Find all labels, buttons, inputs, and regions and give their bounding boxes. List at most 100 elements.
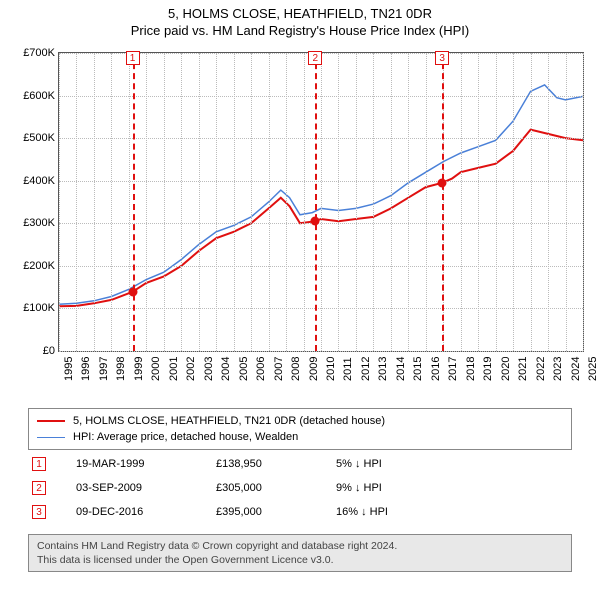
x-axis-label: 2004 xyxy=(220,357,232,381)
event-number-badge: 3 xyxy=(32,505,46,519)
gridline-vertical xyxy=(321,53,322,351)
x-axis-label: 2008 xyxy=(290,357,302,381)
x-axis-label: 2011 xyxy=(342,357,354,381)
gridline-vertical xyxy=(338,53,339,351)
x-axis-label: 2020 xyxy=(500,357,512,381)
events-table: 1 19-MAR-1999£138,9505% ↓ HPI 2 03-SEP-2009… xyxy=(28,452,572,524)
event-date: 19-MAR-1999 xyxy=(76,458,216,470)
y-axis-label: £700K xyxy=(9,47,55,59)
x-axis-label: 2018 xyxy=(465,357,477,381)
gridline-vertical xyxy=(408,53,409,351)
gridline-horizontal xyxy=(59,351,583,352)
x-axis-label: 2000 xyxy=(150,357,162,381)
chart-container: 5, HOLMS CLOSE, HEATHFIELD, TN21 0DR Pri… xyxy=(0,0,600,590)
title-line2: Price paid vs. HM Land Registry's House … xyxy=(0,23,600,38)
x-axis-label: 2017 xyxy=(447,357,459,381)
event-marker-label: 2 xyxy=(308,51,322,65)
gridline-vertical xyxy=(373,53,374,351)
event-price: £395,000 xyxy=(216,506,336,518)
gridline-vertical xyxy=(129,53,130,351)
gridline-vertical xyxy=(251,53,252,351)
x-axis-label: 1998 xyxy=(115,357,127,381)
legend-item: 5, HOLMS CLOSE, HEATHFIELD, TN21 0DR (de… xyxy=(37,413,563,429)
title-block: 5, HOLMS CLOSE, HEATHFIELD, TN21 0DR Pri… xyxy=(0,0,600,38)
event-marker-dot xyxy=(438,178,447,187)
title-line1: 5, HOLMS CLOSE, HEATHFIELD, TN21 0DR xyxy=(0,6,600,21)
x-axis-label: 2009 xyxy=(308,357,320,381)
event-marker-dot xyxy=(311,217,320,226)
gridline-vertical xyxy=(216,53,217,351)
x-axis-label: 2019 xyxy=(482,357,494,381)
event-number-badge: 2 xyxy=(32,481,46,495)
event-hpi-delta: 5% ↓ HPI xyxy=(336,458,456,470)
gridline-vertical xyxy=(391,53,392,351)
gridline-vertical xyxy=(496,53,497,351)
gridline-vertical xyxy=(59,53,60,351)
x-axis-label: 2021 xyxy=(517,357,529,381)
y-axis-label: £0 xyxy=(9,345,55,357)
event-hpi-delta: 9% ↓ HPI xyxy=(336,482,456,494)
gridline-vertical xyxy=(513,53,514,351)
event-marker-line xyxy=(315,53,317,351)
footer-line2: This data is licensed under the Open Gov… xyxy=(37,553,563,567)
x-axis-label: 2022 xyxy=(535,357,547,381)
events-table-row: 2 03-SEP-2009£305,0009% ↓ HPI xyxy=(28,476,572,500)
legend: 5, HOLMS CLOSE, HEATHFIELD, TN21 0DR (de… xyxy=(28,408,572,450)
x-axis-label: 1999 xyxy=(133,357,145,381)
y-axis-label: £500K xyxy=(9,132,55,144)
gridline-vertical xyxy=(199,53,200,351)
gridline-vertical xyxy=(548,53,549,351)
gridline-vertical xyxy=(478,53,479,351)
gridline-vertical xyxy=(286,53,287,351)
x-axis-label: 2016 xyxy=(430,357,442,381)
x-axis-label: 1995 xyxy=(63,357,75,381)
gridline-vertical xyxy=(181,53,182,351)
event-hpi-delta: 16% ↓ HPI xyxy=(336,506,456,518)
chart-area: £0 £100K £200K £300K £400K £500K £600K £700K 199… xyxy=(8,48,592,398)
x-axis-label: 2001 xyxy=(168,357,180,381)
x-axis-label: 2024 xyxy=(570,357,582,381)
x-axis-label: 2010 xyxy=(325,357,337,381)
x-axis-label: 2023 xyxy=(552,357,564,381)
x-axis-label: 2007 xyxy=(273,357,285,381)
x-axis-label: 1997 xyxy=(98,357,110,381)
gridline-vertical xyxy=(164,53,165,351)
legend-label: 5, HOLMS CLOSE, HEATHFIELD, TN21 0DR (de… xyxy=(73,415,385,427)
gridline-vertical xyxy=(269,53,270,351)
y-axis-label: £600K xyxy=(9,90,55,102)
event-marker-line xyxy=(133,53,135,351)
gridline-vertical xyxy=(426,53,427,351)
gridline-vertical xyxy=(234,53,235,351)
events-table-row: 3 09-DEC-2016£395,00016% ↓ HPI xyxy=(28,500,572,524)
gridline-vertical xyxy=(531,53,532,351)
event-date: 09-DEC-2016 xyxy=(76,506,216,518)
x-axis-label: 2002 xyxy=(185,357,197,381)
footer-attribution: Contains HM Land Registry data © Crown c… xyxy=(28,534,572,572)
gridline-vertical xyxy=(76,53,77,351)
legend-swatch xyxy=(37,420,65,422)
y-axis-label: £100K xyxy=(9,302,55,314)
event-date: 03-SEP-2009 xyxy=(76,482,216,494)
x-axis-label: 2003 xyxy=(203,357,215,381)
legend-swatch xyxy=(37,437,65,438)
event-price: £305,000 xyxy=(216,482,336,494)
gridline-vertical xyxy=(146,53,147,351)
gridline-vertical xyxy=(583,53,584,351)
x-axis-label: 2014 xyxy=(395,357,407,381)
y-axis-label: £400K xyxy=(9,175,55,187)
legend-label: HPI: Average price, detached house, Weal… xyxy=(73,431,298,443)
plot-area: £0£100K£200K£300K£400K£500K£600K£700K199… xyxy=(58,52,584,352)
x-axis-label: 2013 xyxy=(377,357,389,381)
x-axis-label: 2015 xyxy=(412,357,424,381)
event-marker-label: 3 xyxy=(435,51,449,65)
x-axis-label: 2006 xyxy=(255,357,267,381)
y-axis-label: £300K xyxy=(9,217,55,229)
x-axis-label: 1996 xyxy=(80,357,92,381)
y-axis-label: £200K xyxy=(9,260,55,272)
event-number-badge: 1 xyxy=(32,457,46,471)
event-marker-label: 1 xyxy=(126,51,140,65)
event-marker-line xyxy=(442,53,444,351)
event-marker-dot xyxy=(128,287,137,296)
event-price: £138,950 xyxy=(216,458,336,470)
x-axis-label: 2025 xyxy=(587,357,599,381)
